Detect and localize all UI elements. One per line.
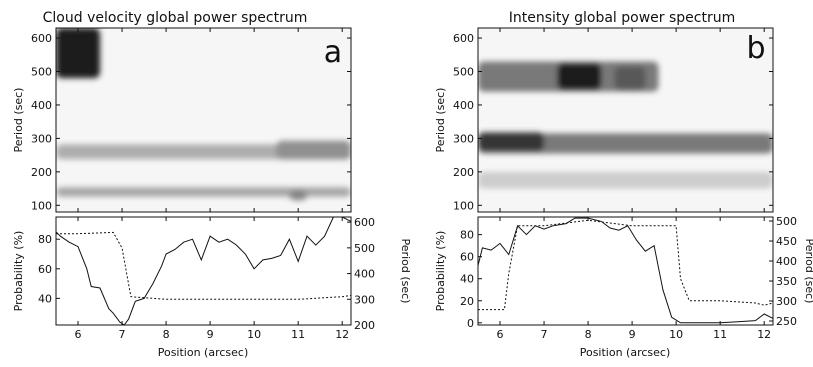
panel-b-period-ylabel: Period (sec): [803, 239, 813, 304]
y-tick-label: 300: [31, 132, 52, 145]
period-series-line: [478, 219, 774, 311]
x-tick-label: 9: [207, 328, 214, 341]
panel-a-probability-frame: [55, 216, 352, 326]
heatmap-band: [557, 63, 602, 90]
x-tick-label: 10: [669, 328, 683, 341]
heatmap-band: [276, 140, 351, 160]
y-tick-label: 80: [460, 229, 474, 242]
x-tick-label: 11: [291, 328, 305, 341]
panel-b-spectrum: Intensity global power spectrum b 100 200…: [434, 10, 774, 213]
x-tick-label: 8: [585, 328, 592, 341]
probability-series-line: [477, 217, 774, 324]
x-tick-label: 10: [247, 328, 261, 341]
y-right-tick-label: 600: [354, 216, 375, 229]
heatmap-band: [614, 66, 646, 90]
panel-a-spectrum-frame: [55, 27, 352, 213]
x-tick-label: 9: [629, 328, 636, 341]
y-right-tick-label: 400: [776, 255, 797, 268]
panel-b-probability: 0 20 40 60 80 250 300 350 400 450 500 6 7 8 9 10 11 12 Pr…: [434, 215, 813, 359]
panel-b-heatmap: [478, 28, 773, 212]
y-tick-label: 100: [453, 199, 474, 212]
heatmap-background: [56, 28, 351, 212]
y-right-tick-label: 500: [776, 215, 797, 228]
x-tick-label: 12: [335, 328, 349, 341]
heatmap-band: [478, 132, 545, 152]
heatmap-band: [289, 190, 307, 201]
y-right-tick-label: 250: [776, 315, 797, 328]
heatmap-band: [478, 171, 773, 189]
panel-a-prob-ylabel: Probability (%): [12, 231, 25, 312]
period-series-line: [56, 231, 352, 300]
y-right-tick-label: 200: [354, 319, 375, 332]
y-tick-label: 200: [453, 166, 474, 179]
y-tick-label: 0: [467, 317, 474, 330]
y-right-tick-label: 300: [776, 295, 797, 308]
panel-b-lines: [477, 217, 774, 324]
y-tick-label: 100: [31, 199, 52, 212]
y-tick-label: 80: [38, 233, 52, 246]
x-tick-label: 8: [163, 328, 170, 341]
y-tick-label: 200: [31, 166, 52, 179]
y-right-tick-label: 300: [354, 293, 375, 306]
y-tick-label: 600: [31, 32, 52, 45]
panel-a-title: Cloud velocity global power spectrum: [43, 10, 308, 26]
y-tick-label: 60: [460, 251, 474, 264]
y-right-tick-label: 350: [776, 275, 797, 288]
x-tick-label: 11: [713, 328, 727, 341]
panel-a-spectrum: Cloud velocity global power spectrum a 1…: [12, 10, 352, 213]
x-tick-label: 6: [497, 328, 504, 341]
panel-b-probability-frame: [477, 216, 774, 326]
panel-a-period-ylabel: Period (sec): [399, 239, 412, 304]
panel-b-title: Intensity global power spectrum: [509, 10, 736, 26]
y-right-tick-label: 450: [776, 235, 797, 248]
y-right-tick-label: 500: [354, 242, 375, 255]
heatmap-band: [56, 187, 351, 197]
y-right-tick-label: 400: [354, 268, 375, 281]
panel-a-probability-axis: 40 60 80 200 300 400 500 600 6 7 8 9 10 11 12: [38, 216, 375, 341]
y-tick-label: 60: [38, 263, 52, 276]
y-tick-label: 500: [453, 65, 474, 78]
y-tick-label: 40: [38, 292, 52, 305]
panel-b-probability-axis: 0 20 40 60 80 250 300 350 400 450 500 6 7 8 9 10 11 12: [460, 215, 797, 341]
panel-a-spectrum-axis: 100 200 300 400 500 600: [31, 28, 351, 212]
panel-b-spectrum-frame: [477, 27, 774, 213]
panel-a-lines: [55, 216, 352, 326]
heatmap-band: [56, 28, 101, 79]
panel-b-xlabel: Position (arcsec): [580, 346, 671, 359]
probability-series-line: [55, 216, 352, 326]
y-tick-label: 400: [453, 99, 474, 112]
panel-a-probability: 40 60 80 200 300 400 500 600 6 7 8 9 10 11 12 Probabil…: [12, 216, 412, 359]
panel-b-label: b: [746, 31, 765, 66]
y-tick-label: 400: [31, 99, 52, 112]
panel-b-prob-ylabel: Probability (%): [434, 231, 447, 312]
x-tick-label: 12: [757, 328, 771, 341]
panel-b-spectrum-axis: 100 200 300 400 500 600: [453, 28, 773, 212]
panel-a-ylabel: Period (sec): [12, 88, 25, 153]
y-tick-label: 300: [453, 132, 474, 145]
panel-a-label: a: [324, 35, 342, 70]
y-tick-label: 40: [460, 273, 474, 286]
x-tick-label: 7: [119, 328, 126, 341]
panel-a-heatmap: [56, 28, 351, 212]
heatmap-band: [478, 133, 773, 154]
y-tick-label: 20: [460, 295, 474, 308]
y-tick-label: 600: [453, 32, 474, 45]
y-tick-label: 500: [31, 65, 52, 78]
panel-a-xlabel: Position (arcsec): [158, 346, 249, 359]
panel-b-ylabel: Period (sec): [434, 88, 447, 153]
x-tick-label: 7: [541, 328, 548, 341]
x-tick-label: 6: [75, 328, 82, 341]
